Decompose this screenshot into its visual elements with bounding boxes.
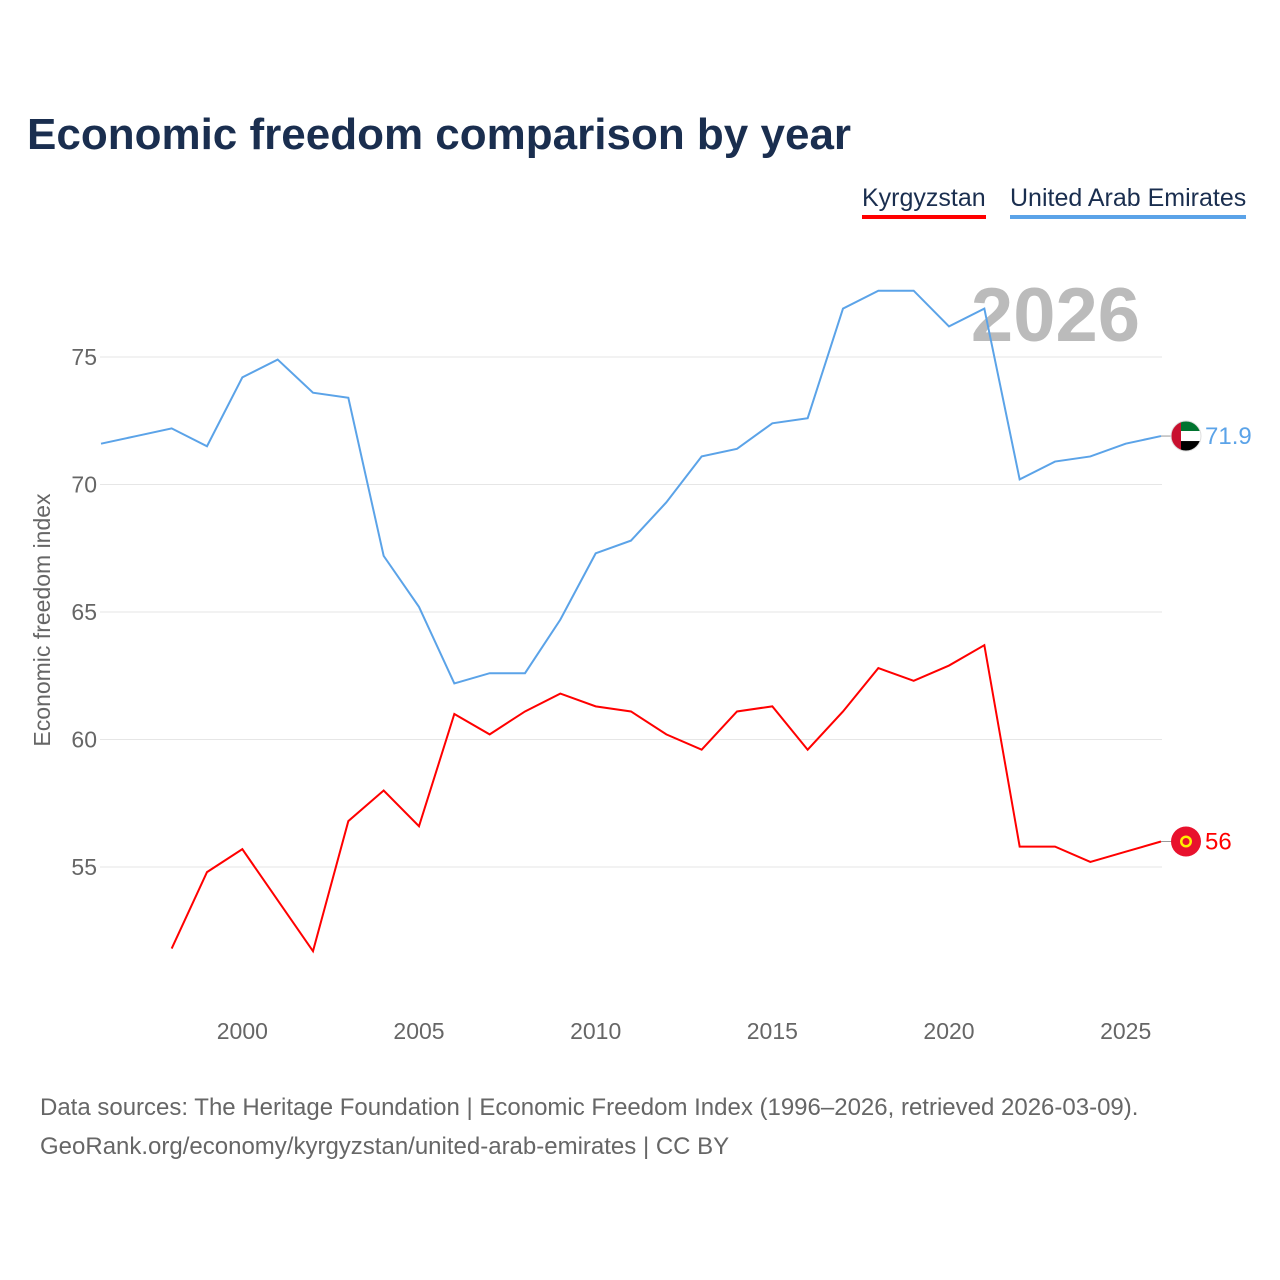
x-tick-label: 2010 <box>570 1018 621 1044</box>
y-tick-label: 55 <box>71 854 97 880</box>
y-tick-label: 65 <box>71 599 97 625</box>
flag-stripe <box>1171 441 1201 452</box>
flag-stripe <box>1171 431 1201 442</box>
year-watermark: 2026 <box>971 273 1140 358</box>
y-axis-label: Economic freedom index <box>29 493 55 747</box>
series-line-uae <box>100 289 1162 685</box>
flag-stripe <box>1171 421 1201 432</box>
y-tick-label: 70 <box>71 472 97 498</box>
series-line-kyrgyzstan <box>170 643 1162 954</box>
x-tick-label: 2000 <box>217 1018 268 1044</box>
legend-uae[interactable]: United Arab Emirates <box>1010 184 1247 219</box>
x-tick-label: 2020 <box>923 1018 974 1044</box>
chart-title: Economic freedom comparison by year <box>27 110 852 159</box>
x-tick-label: 2015 <box>747 1018 798 1044</box>
source-line-1: Data sources: The Heritage Foundation | … <box>40 1094 1139 1121</box>
x-tick-label: 2005 <box>393 1018 444 1044</box>
flag-hoist <box>1171 421 1181 452</box>
y-tick-label: 60 <box>71 727 97 753</box>
end-value-label: 71.9 <box>1205 423 1252 450</box>
y-tick-label: 75 <box>71 344 97 370</box>
x-tick-label: 2025 <box>1100 1018 1151 1044</box>
source-note: Data sources: The Heritage Foundation | … <box>40 1088 1138 1166</box>
flag-sun-center-icon <box>1182 838 1190 845</box>
source-line-2[interactable]: GeoRank.org/economy/kyrgyzstan/united-ar… <box>40 1133 730 1160</box>
legend-kyrgyzstan[interactable]: Kyrgyzstan <box>862 184 986 219</box>
flag-border <box>1170 420 1202 452</box>
end-value-label: 56 <box>1205 829 1232 856</box>
